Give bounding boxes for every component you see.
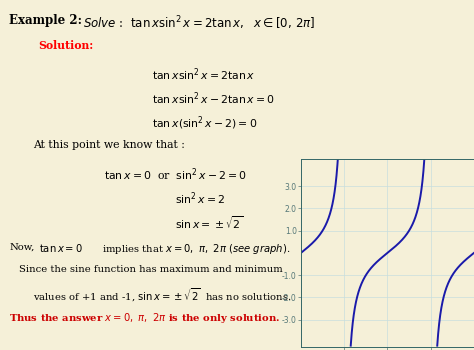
Text: values of +1 and -1, $\sin x = \pm\sqrt{2}$  has no solutions.: values of +1 and -1, $\sin x = \pm\sqrt{… [33,287,292,304]
Text: Solution:: Solution: [38,40,93,51]
Text: $\tan x = 0$  or  $\sin^2 x - 2 = 0$: $\tan x = 0$ or $\sin^2 x - 2 = 0$ [104,167,247,183]
Text: $\tan x\sin^2 x - 2\tan x = 0$: $\tan x\sin^2 x - 2\tan x = 0$ [152,90,274,107]
Text: $\tan x\sin^2 x = 2\tan x$: $\tan x\sin^2 x = 2\tan x$ [152,66,255,83]
Text: $\sin^2 x = 2$: $\sin^2 x = 2$ [175,190,226,207]
Text: $\tan x(\sin^2 x - 2) = 0$: $\tan x(\sin^2 x - 2) = 0$ [152,114,257,132]
Text: Since the sine function has maximum and minimum: Since the sine function has maximum and … [19,265,283,274]
Text: At this point we know that :: At this point we know that : [33,140,185,150]
Text: $\tan x = 0$: $\tan x = 0$ [39,242,83,254]
Text: $\mathit{Solve}$ :  $\tan x\sin^2 x = 2\tan x,\ \ x\in[0,\,2\pi]$: $\mathit{Solve}$ : $\tan x\sin^2 x = 2\t… [83,14,315,32]
Text: $\sin x = \pm\sqrt{2}$: $\sin x = \pm\sqrt{2}$ [175,214,244,231]
Text: Thus the answer $x = 0,\ \pi,\ 2\pi$ is the only solution.: Thus the answer $x = 0,\ \pi,\ 2\pi$ is … [9,311,281,325]
Text: implies that $x = 0,\ \pi,\ 2\pi$ $\mathit{(see\ graph)}$.: implies that $x = 0,\ \pi,\ 2\pi$ $\math… [102,242,290,256]
Text: Now,: Now, [9,242,35,251]
Text: Example 2:: Example 2: [9,14,82,27]
